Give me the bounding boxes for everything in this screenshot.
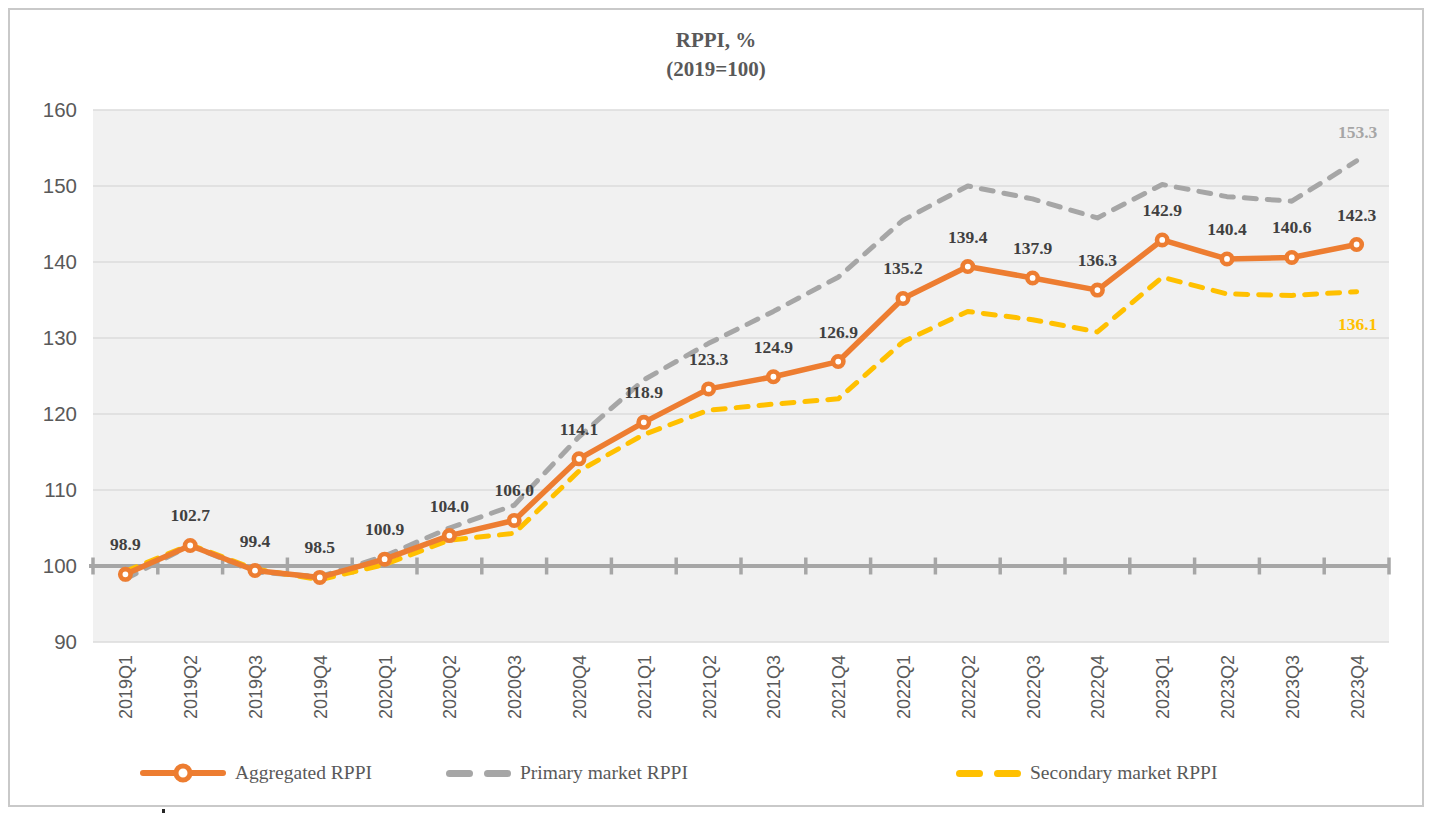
data-point-marker-2022Q3 [1027, 273, 1037, 283]
data-point-marker-2021Q2 [703, 384, 713, 394]
data-point-marker-2019Q3 [250, 565, 260, 575]
x-axis-label-2023Q3: 2023Q3 [1283, 655, 1303, 719]
value-label-2022Q2: 139.4 [948, 227, 988, 247]
value-label-2020Q1: 100.9 [365, 519, 405, 539]
data-point-marker-2019Q4 [315, 572, 325, 582]
data-point-marker-2019Q1 [120, 569, 130, 579]
y-axis-label-140: 140 [43, 250, 77, 273]
data-point-marker-2021Q3 [768, 372, 778, 382]
x-axis-label-2021Q1: 2021Q1 [635, 655, 655, 719]
data-point-marker-2022Q2 [963, 261, 973, 271]
data-point-marker-2023Q4 [1351, 239, 1361, 249]
x-axis-label-2020Q3: 2020Q3 [505, 655, 525, 719]
value-label-2023Q4: 142.3 [1337, 205, 1377, 225]
data-point-marker-2020Q3 [509, 515, 519, 525]
value-label-2021Q3: 124.9 [754, 337, 794, 357]
y-axis-label-150: 150 [43, 174, 77, 197]
data-point-marker-2021Q1 [639, 417, 649, 427]
y-axis-label-160: 160 [43, 98, 77, 121]
value-label-2021Q1: 118.9 [625, 382, 664, 402]
x-axis-label-2020Q1: 2020Q1 [376, 655, 396, 719]
chart-legend: Aggregated RPPI Primary market RPPI Seco… [0, 755, 1432, 791]
value-label-2023Q2: 140.4 [1207, 219, 1247, 239]
x-axis-label-2019Q3: 2019Q3 [246, 655, 266, 719]
legend-item-primary: Primary market RPPI [446, 755, 688, 791]
value-label-2020Q3: 106.0 [495, 480, 535, 500]
data-point-marker-2022Q1 [898, 293, 908, 303]
y-axis-label-100: 100 [43, 554, 77, 577]
x-axis-label-2021Q4: 2021Q4 [829, 655, 849, 719]
value-label-2019Q2: 102.7 [171, 505, 211, 525]
data-point-marker-2023Q2 [1222, 254, 1232, 264]
x-axis-label-2023Q2: 2023Q2 [1218, 655, 1238, 719]
value-label-2023Q1: 142.9 [1143, 200, 1183, 220]
x-axis-label-2021Q3: 2021Q3 [764, 655, 784, 719]
aggregated-line-sample-icon [140, 770, 226, 776]
data-point-marker-2019Q2 [185, 540, 195, 550]
value-label-secondary-last: 136.1 [1338, 314, 1377, 334]
value-label-2019Q3: 99.4 [240, 531, 271, 551]
x-axis-label-2022Q4: 2022Q4 [1088, 655, 1108, 719]
legend-item-secondary: Secondary market RPPI [956, 755, 1217, 791]
legend-label-primary: Primary market RPPI [520, 762, 688, 784]
y-axis-label-110: 110 [44, 478, 77, 501]
value-label-2021Q4: 126.9 [819, 322, 859, 342]
y-axis-label-120: 120 [43, 402, 77, 425]
data-point-marker-2023Q3 [1287, 252, 1297, 262]
y-axis-label-90: 90 [54, 630, 77, 653]
x-axis-label-2022Q1: 2022Q1 [894, 655, 914, 719]
primary-dash-sample-icon [446, 770, 511, 777]
legend-label-aggregated: Aggregated RPPI [235, 762, 372, 784]
x-axis-label-2020Q4: 2020Q4 [570, 655, 590, 719]
value-label-2020Q4: 114.1 [560, 419, 598, 439]
value-label-2022Q1: 135.2 [883, 258, 922, 278]
y-axis-label-130: 130 [43, 326, 77, 349]
data-point-marker-2020Q4 [574, 454, 584, 464]
x-axis-label-2023Q1: 2023Q1 [1153, 655, 1173, 719]
value-label-2019Q1: 98.9 [110, 534, 141, 554]
x-axis-label-2023Q4: 2023Q4 [1348, 655, 1368, 719]
value-label-2022Q3: 137.9 [1013, 238, 1053, 258]
stray-period-mark [162, 809, 165, 813]
value-label-2023Q3: 140.6 [1272, 217, 1312, 237]
x-axis-label-2022Q3: 2022Q3 [1024, 655, 1044, 719]
data-point-marker-2020Q1 [379, 554, 389, 564]
rppi-line-chart: 90 100 110 120 130 140 150 160 2019Q1 2019Q2 2019Q… [0, 0, 1432, 817]
value-label-2021Q2: 123.3 [689, 349, 729, 369]
x-axis-label-2021Q2: 2021Q2 [700, 655, 720, 719]
data-point-marker-2021Q4 [833, 356, 843, 366]
legend-label-secondary: Secondary market RPPI [1030, 762, 1217, 784]
x-axis-label-2019Q2: 2019Q2 [181, 655, 201, 719]
data-point-marker-2022Q4 [1092, 285, 1102, 295]
secondary-dash-sample-icon [956, 770, 1021, 777]
value-label-2020Q2: 104.0 [430, 496, 470, 516]
value-label-2019Q4: 98.5 [304, 537, 335, 557]
x-axis-label-2020Q2: 2020Q2 [440, 655, 460, 719]
data-point-marker-2023Q1 [1157, 235, 1167, 245]
aggregated-marker-icon [174, 764, 193, 783]
x-axis-label-2019Q1: 2019Q1 [116, 655, 136, 719]
value-label-2022Q4: 136.3 [1078, 250, 1118, 270]
value-label-primary-last: 153.3 [1338, 122, 1378, 142]
x-axis-label-2019Q4: 2019Q4 [311, 655, 331, 719]
x-axis-label-2022Q2: 2022Q2 [959, 655, 979, 719]
legend-item-aggregated: Aggregated RPPI [140, 755, 372, 791]
data-point-marker-2020Q2 [444, 530, 454, 540]
